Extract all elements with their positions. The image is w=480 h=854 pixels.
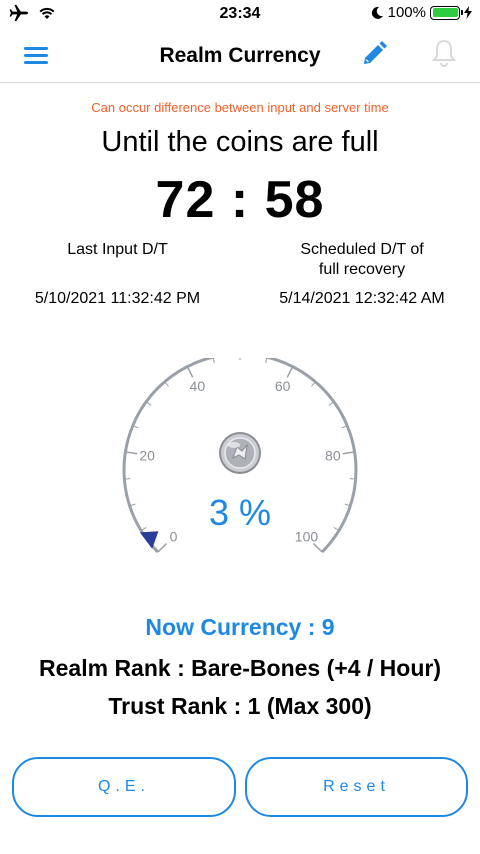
status-right: 100% <box>370 4 472 21</box>
last-input-label: Last Input D/T <box>67 241 168 258</box>
menu-button[interactable] <box>22 42 50 68</box>
qe-button[interactable]: Q.E. <box>12 757 236 817</box>
headline: Until the coins are full <box>101 126 379 158</box>
gauge-major-tick <box>342 451 355 455</box>
gauge-tick-label: 100 <box>295 528 319 544</box>
scheduled-label-line2: full recovery <box>318 261 406 278</box>
menu-icon <box>24 47 48 64</box>
nav-bar: Realm Currency <box>0 28 480 83</box>
gauge-major-tick <box>125 451 138 455</box>
realm-rank: Realm Rank : Bare-Bones (+4 / Hour) <box>39 655 441 681</box>
battery-percent: 100% <box>387 4 426 21</box>
gauge-minor-tick <box>164 381 169 387</box>
gauge-minor-tick <box>341 425 348 429</box>
time-difference-notice: Can occur difference between input and s… <box>91 100 389 115</box>
charging-icon <box>464 6 472 19</box>
gauge-minor-tick <box>132 425 139 429</box>
status-bar: 23:34 100% <box>0 0 480 28</box>
gauge-minor-tick <box>140 527 147 532</box>
airplane-icon <box>9 4 29 22</box>
trust-rank: Trust Rank : 1 (Max 300) <box>108 693 372 719</box>
page-title: Realm Currency <box>159 44 321 67</box>
status-left <box>8 4 56 22</box>
gauge-minor-tick <box>265 358 268 364</box>
now-currency: Now Currency : 9 <box>145 614 335 640</box>
gauge-major-tick <box>186 366 194 378</box>
last-input-value: 5/10/2021 11:32:42 PM <box>34 290 201 307</box>
battery-icon <box>430 5 463 20</box>
scheduled-label: Scheduled D/T of full recovery <box>262 240 462 280</box>
gauge-tick-label: 0 <box>170 528 178 544</box>
gauge-minor-tick <box>145 401 152 406</box>
gauge-needle <box>139 531 159 549</box>
gauge-labels: 0 20 40 60 80 100 <box>139 378 340 544</box>
gauge-tick-label: 40 <box>190 378 206 394</box>
gauge-minor-tick <box>129 503 136 507</box>
bell-icon <box>432 39 456 67</box>
gauge-tick-label: 80 <box>325 447 341 463</box>
gauge-tick-label: 60 <box>275 378 291 394</box>
countdown-timer: 72 : 58 <box>155 171 325 229</box>
reset-button[interactable]: Reset <box>245 757 468 817</box>
status-time: 23:34 <box>219 5 261 22</box>
gauge-minor-tick <box>328 401 335 406</box>
gauge-major-tick <box>157 543 167 553</box>
currency-gauge: 0 20 40 60 80 100 <box>122 358 358 554</box>
gauge-minor-tick <box>344 503 351 507</box>
notification-button[interactable] <box>430 38 458 68</box>
scheduled-label-line1: Scheduled D/T of <box>300 241 424 258</box>
gauge-major-tick <box>286 366 294 378</box>
gauge-arc <box>122 358 358 554</box>
gauge-tick-label: 20 <box>139 447 155 463</box>
scheduled-value: 5/14/2021 12:32:42 AM <box>279 290 445 307</box>
coin-icon <box>219 432 261 474</box>
gauge-minor-tick <box>333 527 340 532</box>
edit-pencil-icon <box>364 41 387 64</box>
gauge-ticks <box>124 358 356 553</box>
gauge-major-tick <box>313 543 323 553</box>
moon-icon <box>371 6 383 19</box>
gauge-minor-tick <box>311 381 316 387</box>
gauge-percent: 3 % <box>208 492 272 533</box>
wifi-icon <box>39 7 55 19</box>
edit-button[interactable] <box>360 40 388 68</box>
gauge-minor-tick <box>212 358 215 364</box>
